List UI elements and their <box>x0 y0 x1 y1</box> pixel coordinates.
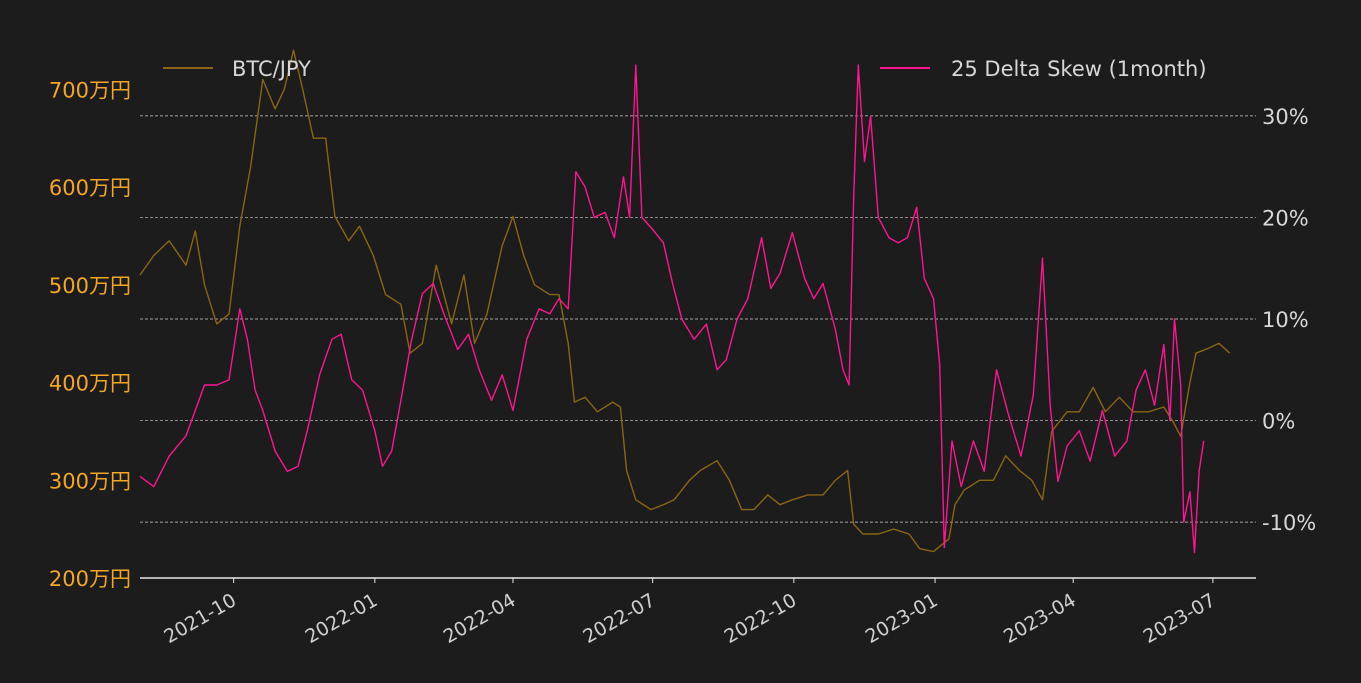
y-right-tick-label: -10% <box>1262 511 1316 535</box>
y-left-tick-label: 300万円 <box>49 469 131 493</box>
y-right-tick-label: 30% <box>1262 105 1309 129</box>
y-right-tick-label: 20% <box>1262 206 1309 230</box>
y-left-tick-labels: 200万円 300万円 400万円 500万円 600万円 700万円 <box>49 78 131 591</box>
y-left-tick-label: 500万円 <box>49 274 131 298</box>
y-left-tick-label: 400万円 <box>49 372 131 396</box>
y-left-tick-label: 700万円 <box>49 78 131 102</box>
legend-skew: 25 Delta Skew (1month) <box>880 57 1207 81</box>
y-right-tick-labels: -10% 0% 10% 20% 30% <box>1262 105 1316 535</box>
btc-jpy-line <box>139 49 1231 553</box>
legend-skew-label: 25 Delta Skew (1month) <box>951 57 1207 81</box>
gridlines <box>140 115 1256 523</box>
legend-btc-label: BTC/JPY <box>232 57 311 81</box>
delta-skew-line <box>139 64 1205 554</box>
y-left-tick-label: 200万円 <box>49 567 131 591</box>
y-left-tick-label: 600万円 <box>49 176 131 200</box>
series-lines <box>139 49 1231 554</box>
y-right-tick-label: 0% <box>1262 410 1295 434</box>
y-right-tick-label: 10% <box>1262 308 1309 332</box>
legend-btc: BTC/JPY <box>163 57 311 81</box>
